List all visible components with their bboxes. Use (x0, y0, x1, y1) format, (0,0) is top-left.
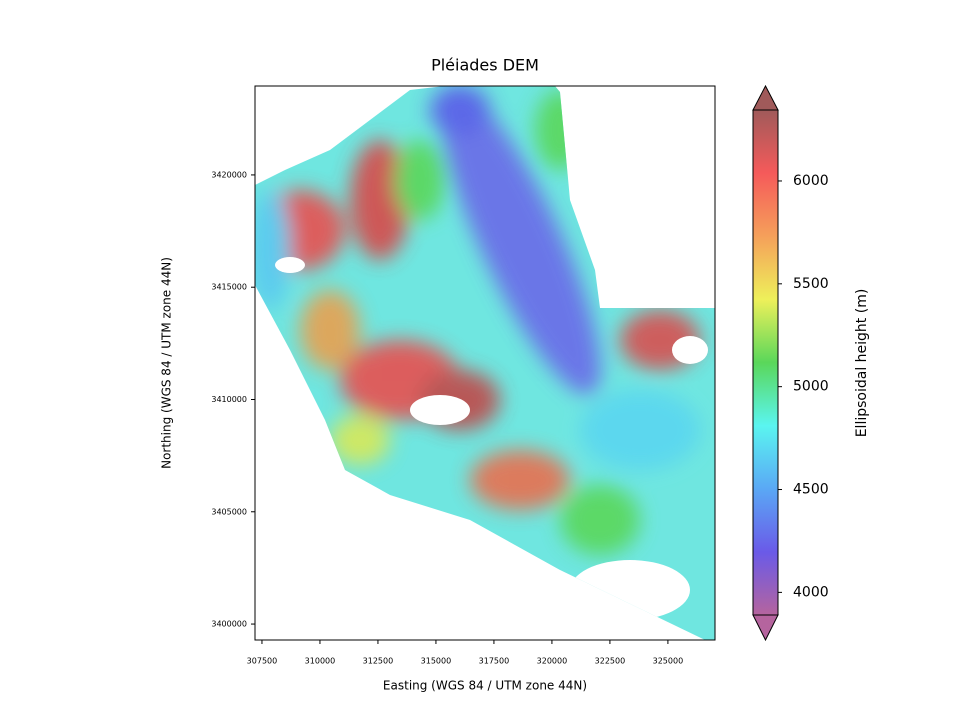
x-tick-label: 312500 (363, 657, 394, 666)
colorbar-tick-label: 4000 (793, 584, 829, 600)
y-tick-label: 3415000 (211, 283, 247, 292)
axes-frame (254, 85, 716, 641)
colorbar-extend-max (752, 84, 779, 111)
y-tick-label: 3400000 (211, 620, 247, 629)
x-tick-label: 320000 (537, 657, 568, 666)
colorbar-tick-label: 5500 (793, 276, 829, 292)
y-tick-label: 3410000 (211, 395, 247, 404)
colorbar-label: Ellipsoidal height (m) (854, 289, 870, 438)
x-tick-label: 317500 (479, 657, 510, 666)
colorbar-frame (752, 109, 779, 616)
x-axis-label: Easting (WGS 84 / UTM zone 44N) (383, 679, 587, 693)
dem-raster (255, 86, 715, 640)
x-tick-label: 310000 (305, 657, 336, 666)
y-tick-label: 3405000 (211, 507, 247, 516)
colorbar-tick-label: 4500 (793, 482, 829, 498)
x-tick-label: 307500 (247, 657, 278, 666)
y-tick-label: 3420000 (211, 170, 247, 179)
colorbar (753, 110, 778, 615)
chart-title: Pléiades DEM (431, 56, 539, 75)
colorbar-extend-min (752, 614, 779, 642)
colorbar-tick-label: 6000 (793, 173, 829, 189)
x-tick-label: 315000 (421, 657, 452, 666)
x-tick-label: 325000 (653, 657, 684, 666)
colorbar-tick-label: 5000 (793, 379, 829, 395)
x-tick-label: 322500 (595, 657, 626, 666)
y-axis-label: Northing (WGS 84 / UTM zone 44N) (160, 257, 174, 469)
